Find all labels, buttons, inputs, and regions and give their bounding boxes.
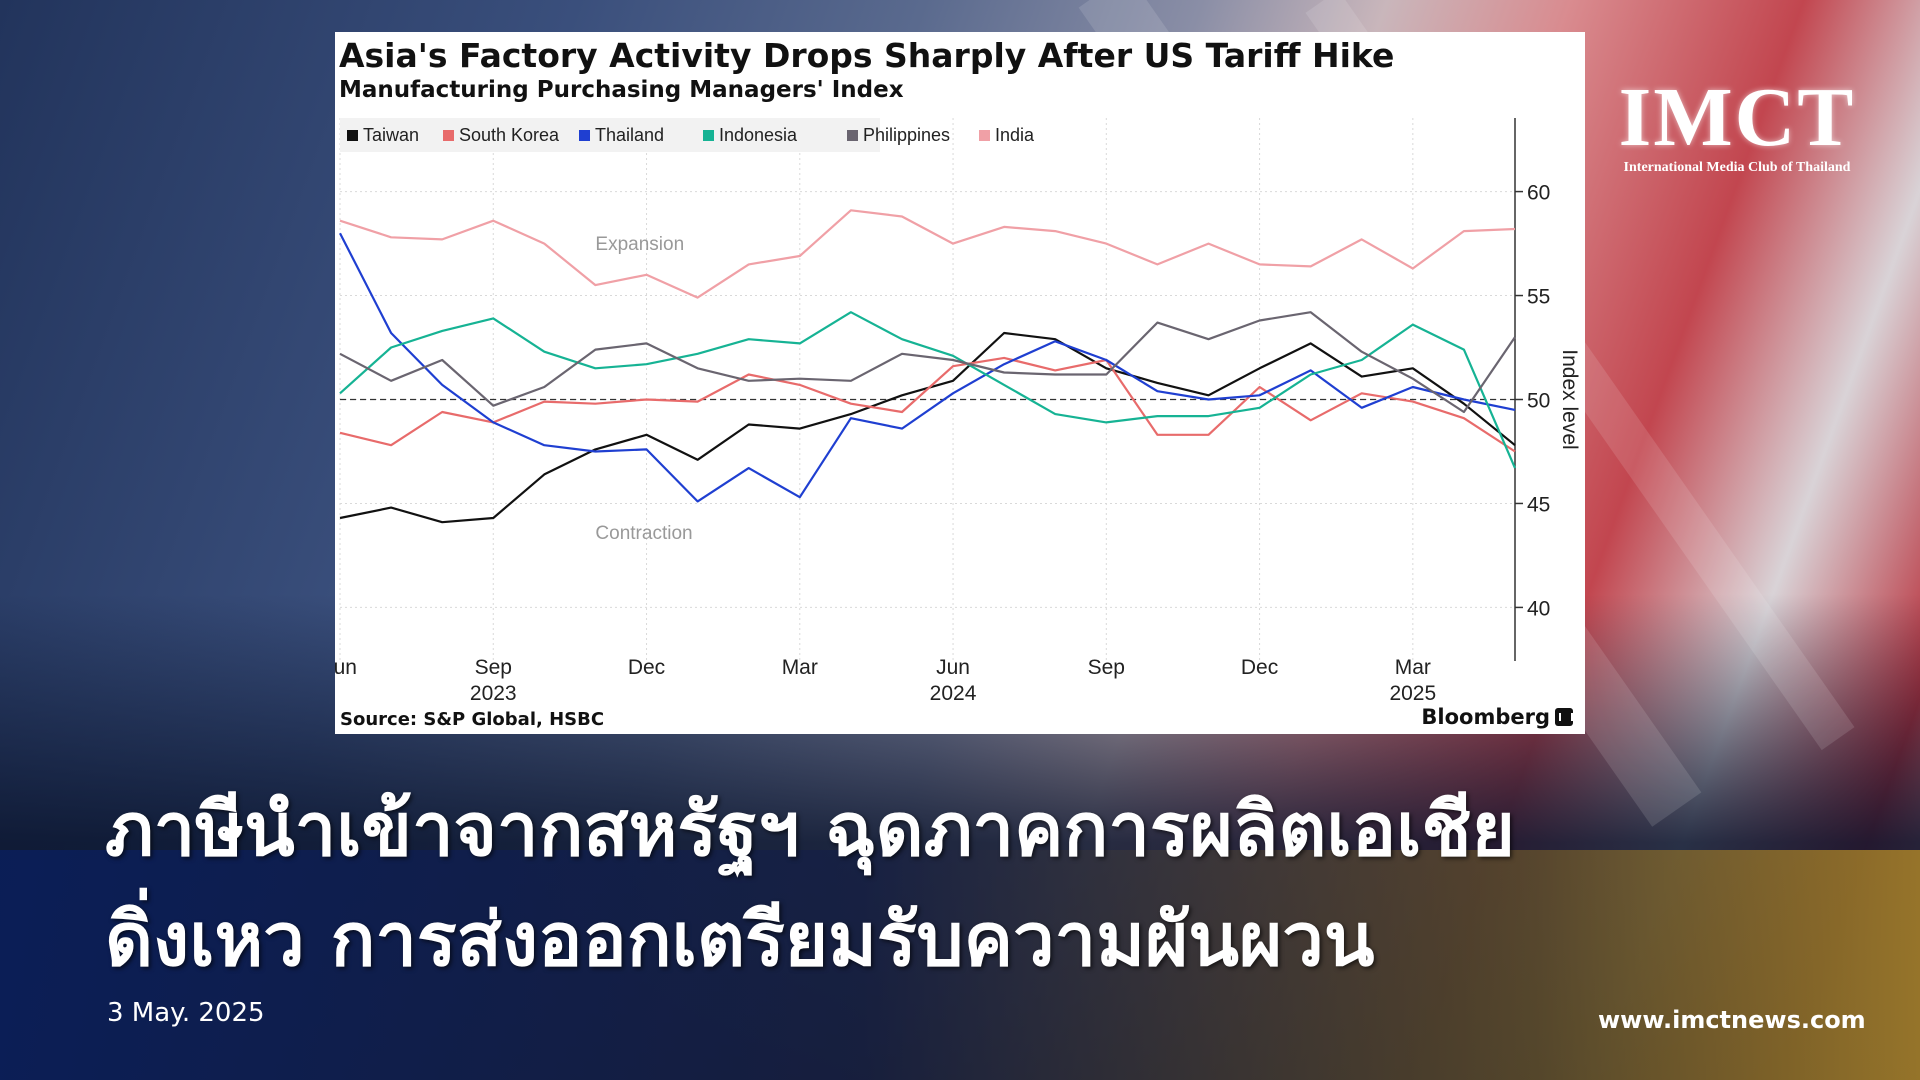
publish-date: 3 May. 2025 — [107, 998, 265, 1028]
legend-label: South Korea — [459, 125, 560, 145]
legend-swatch — [579, 130, 590, 141]
x-tick-label-month: Dec — [1241, 656, 1278, 679]
headline-line-2: ดิ่งเหว การส่งออกเตรียมรับความผันผวน — [105, 897, 1375, 983]
x-tick-label-year: 2023 — [470, 682, 517, 705]
x-tick-label-month: Jun — [335, 656, 357, 679]
x-tick-label-year: 2025 — [1389, 682, 1436, 705]
x-tick-label-month: Sep — [1088, 656, 1125, 679]
x-tick-label-month: Mar — [782, 656, 818, 679]
legend-swatch — [979, 130, 990, 141]
legend-label: Philippines — [863, 125, 950, 145]
series-line-india — [339, 209, 1516, 299]
legend-label: Taiwan — [363, 125, 419, 145]
chart-annotation: Expansion — [595, 234, 684, 255]
bloomberg-icon — [1555, 708, 1573, 726]
series-line-indonesia — [339, 311, 1517, 469]
y-tick-label: 55 — [1527, 286, 1550, 309]
y-tick-label: 45 — [1527, 493, 1550, 516]
y-axis-label: Index level — [1558, 349, 1581, 449]
series-line-thailand — [339, 232, 1516, 503]
chart-card: Asia's Factory Activity Drops Sharply Af… — [335, 32, 1585, 734]
legend-label: Indonesia — [719, 125, 798, 145]
bottom-gradient — [0, 850, 1920, 1080]
legend-swatch — [703, 130, 714, 141]
series-line-taiwan — [339, 331, 1516, 524]
legend-swatch — [347, 130, 358, 141]
legend-label: Thailand — [595, 125, 664, 145]
website-url: www.imctnews.com — [1598, 1006, 1866, 1034]
legend-label: India — [995, 125, 1035, 145]
x-tick-label-month: Jun — [936, 656, 970, 679]
line-chart: 40 45 50 55 60 Jun Sep 2023 Dec Mar Jun 2024 Sep Dec M… — [335, 118, 1581, 705]
y-tick-label: 40 — [1527, 597, 1550, 620]
legend-swatch — [847, 130, 858, 141]
x-tick-label-month: Dec — [628, 656, 665, 679]
headline-line-1: ภาษีนำเข้าจากสหรัฐฯ ฉุดภาคการผลิตเอเชีย — [105, 787, 1516, 873]
series-line-south-korea — [339, 356, 1516, 453]
chart-source: Source: S&P Global, HSBC — [340, 709, 605, 730]
bloomberg-label: Bloomberg — [1421, 705, 1550, 729]
x-tick-label-month: Sep — [475, 656, 512, 679]
logo-mark: IMCT — [1618, 71, 1856, 164]
x-tick-label-year: 2024 — [930, 682, 977, 705]
chart-title: Asia's Factory Activity Drops Sharply Af… — [339, 36, 1395, 75]
y-tick-label: 50 — [1527, 390, 1550, 413]
bloomberg-brand: Bloomberg — [1421, 705, 1573, 729]
x-tick-label-month: Mar — [1395, 656, 1431, 679]
series-line-philippines — [339, 311, 1516, 414]
chart-subtitle: Manufacturing Purchasing Managers' Index — [339, 77, 904, 103]
y-tick-label: 60 — [1527, 182, 1550, 205]
legend-box — [340, 118, 880, 152]
chart-annotation: Contraction — [595, 523, 692, 544]
imct-logo: IMCT International Media Club of Thailan… — [1612, 76, 1862, 176]
logo-subtitle: International Media Club of Thailand — [1623, 160, 1851, 175]
legend-swatch — [443, 130, 454, 141]
